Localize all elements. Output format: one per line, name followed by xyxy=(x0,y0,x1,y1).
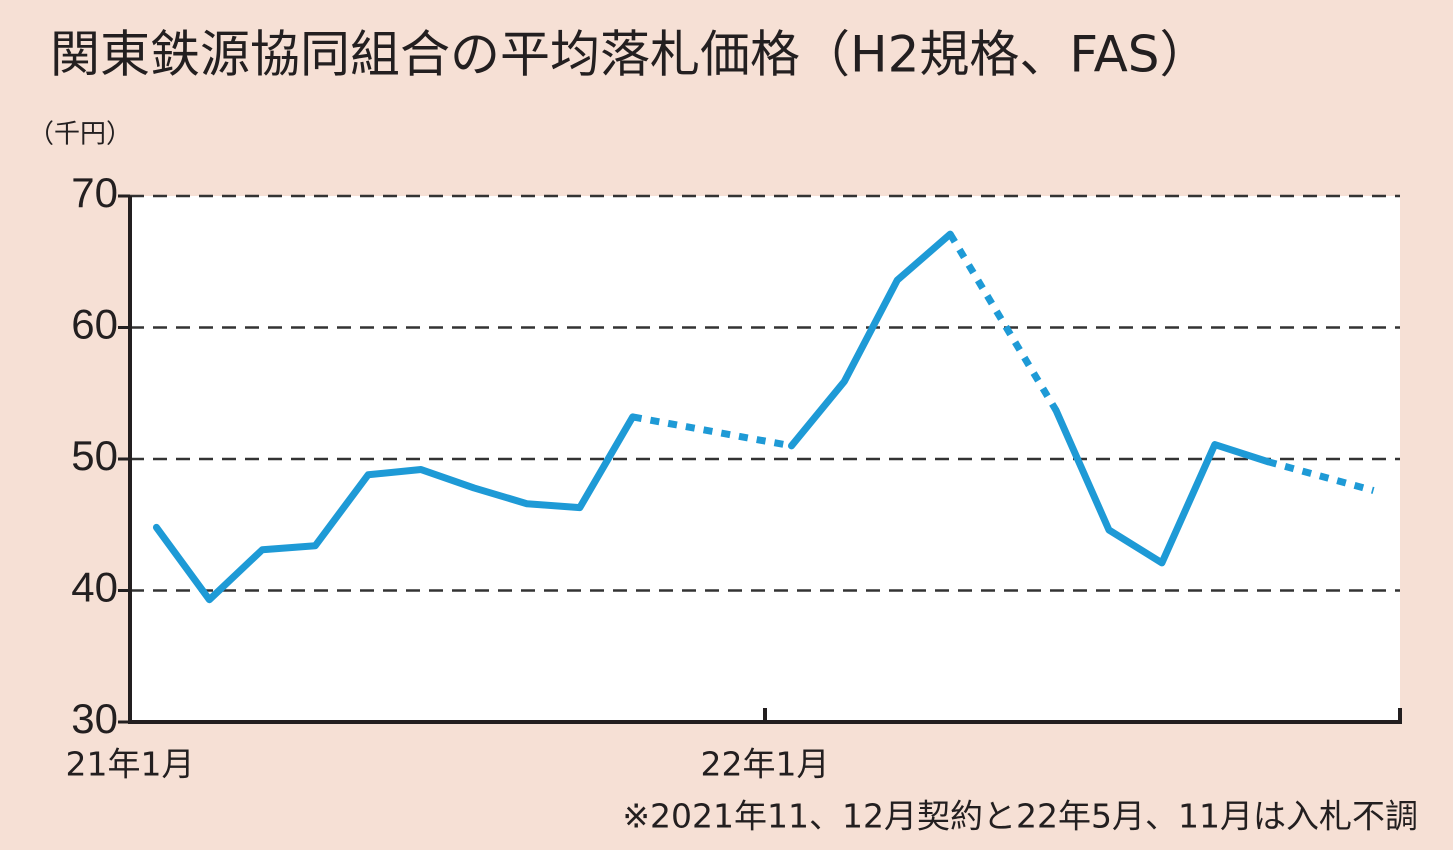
y-tick-label: 50 xyxy=(71,432,118,479)
x-tick-label: 22年1月 xyxy=(701,745,830,784)
gap-bridge xyxy=(1266,458,1375,494)
y-tick-label: 60 xyxy=(71,301,118,348)
y-tick-label: 40 xyxy=(71,564,118,611)
footnote: ※2021年11、12月契約と22年5月、11月は入札不調 xyxy=(622,797,1418,836)
line xyxy=(787,230,954,450)
y-axis-label: （千円） xyxy=(28,120,132,150)
y-tick-label: 30 xyxy=(71,695,118,742)
line xyxy=(1052,406,1272,567)
chart-title: 関東鉄源協同組合の平均落札価格（H2規格、FAS） xyxy=(50,26,1210,84)
x-tick-label: 21年1月 xyxy=(66,745,195,784)
y-tick-label: 70 xyxy=(71,169,118,216)
line xyxy=(152,413,637,604)
gap-bridge xyxy=(632,413,793,450)
